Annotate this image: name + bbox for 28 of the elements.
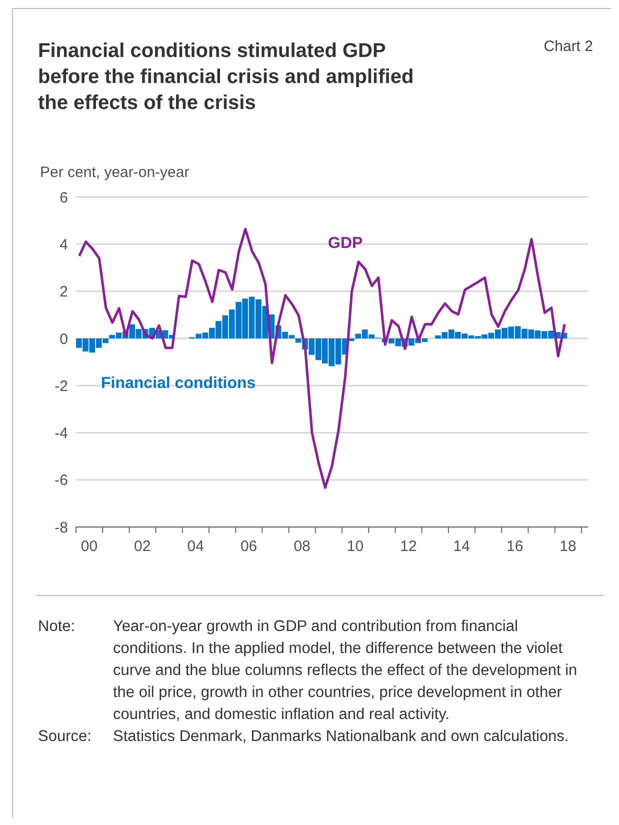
line-series: [78, 228, 566, 489]
text: Statistics Denmark, Danmarks Nationalbank and own calculations.: [113, 727, 570, 747]
x-tick-label: 00: [80, 538, 98, 555]
y-tick-label: 2: [60, 284, 68, 301]
x-tick-label: 04: [187, 538, 204, 555]
x-tick-label: 18: [560, 538, 576, 555]
x-tick-label: 16: [506, 538, 524, 555]
y-tick-label: 0: [60, 330, 68, 348]
x-tick-label: 06: [240, 538, 258, 555]
x-tick-label: 14: [453, 538, 470, 555]
y-tick-label: -8: [54, 519, 68, 536]
text: Note:: [38, 617, 76, 637]
y-tick-label: 6: [60, 189, 68, 206]
series-label: Financial conditions: [101, 375, 256, 393]
x-tick-label: 08: [294, 538, 310, 555]
y-tick-label: -2: [54, 378, 68, 395]
source-note: Source:: [38, 727, 92, 747]
y-tick-label: -6: [54, 472, 68, 490]
x-tick-label: 12: [400, 538, 417, 555]
chart-subtitle: Chart 2: [544, 38, 593, 55]
x-tick-label: 10: [346, 538, 364, 555]
series-label: GDP: [328, 235, 363, 253]
chart-title: Financial conditions stimulated GDP before the financial crisis and amplified the effects of the crisis: [38, 39, 415, 116]
y-axis-title: Per cent, year-on-year: [40, 164, 190, 181]
y-tick-label: 4: [60, 236, 68, 254]
x-tick-label: 02: [134, 538, 151, 555]
y-tick-label: -4: [54, 425, 68, 442]
text: Year-on-year growth in GDP and contribution from financial conditions. In the applied model, the difference between the violet curve and the blue columns reflects the effect of the development in the oil price, growth in other countries, price development in other countries, and domestic inflation and real activity.: [113, 617, 578, 725]
